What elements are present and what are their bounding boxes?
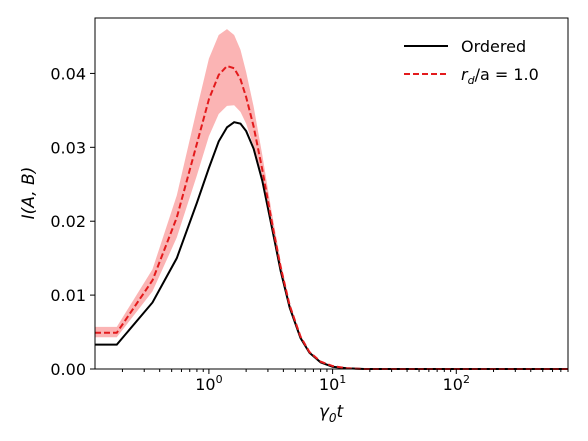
- series-line-rd: [95, 64, 568, 370]
- y-tick-label: 0.03: [50, 138, 86, 157]
- y-tick-label: 0.00: [50, 360, 86, 379]
- legend: Ordered rd/a = 1.0: [404, 37, 539, 87]
- legend-label-ordered: Ordered: [461, 37, 526, 56]
- x-tick-label: 101: [319, 373, 346, 394]
- y-tick-label: 0.01: [50, 286, 86, 305]
- y-axis-label: I(A, B): [19, 167, 39, 220]
- x-tick-label: 102: [443, 373, 470, 394]
- x-axis-label: γ0t: [319, 402, 345, 425]
- y-tick-label: 0.04: [50, 64, 86, 83]
- y-tick-label: 0.02: [50, 212, 86, 231]
- x-tick-label: 100: [195, 373, 222, 394]
- uncertainty-band: [95, 29, 568, 370]
- axes-frame: [94, 17, 569, 370]
- legend-label-rd: rd/a = 1.0: [461, 65, 539, 87]
- axis-ticks: 0.00 0.01 0.02 0.03 0.04 100 101 102: [50, 64, 569, 394]
